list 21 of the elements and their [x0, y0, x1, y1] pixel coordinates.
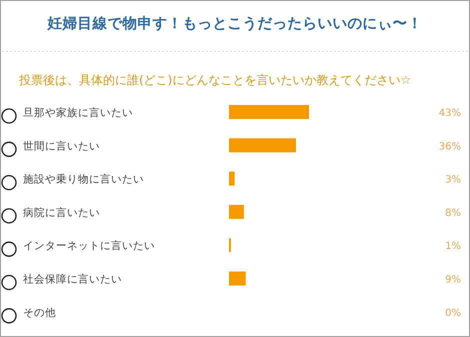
- y-tick-label: 社会保障に言いたい: [23, 272, 122, 286]
- bar: [229, 172, 235, 186]
- data-label: 1%: [445, 241, 461, 252]
- bar: [229, 204, 244, 219]
- data-label: 0%: [445, 308, 461, 319]
- data-label: 43%: [438, 108, 461, 119]
- y-tick-label: 施設や乗り物に言いたい: [23, 172, 144, 186]
- y-tick-label: インターネットに言いたい: [23, 239, 155, 252]
- data-label: 9%: [445, 274, 461, 286]
- bar: [229, 138, 296, 152]
- data-label: 3%: [445, 174, 461, 186]
- bar: [229, 272, 246, 286]
- data-label: 36%: [438, 141, 461, 152]
- y-tick-label: 世間に言いたい: [23, 139, 100, 152]
- y-tick-label: 旦那や家族に言いたい: [23, 106, 133, 119]
- chart-subtitle: 投票後は、具体的に誰(どこ)にどんなことを言いたいか教えてください☆: [18, 73, 412, 87]
- bar: [229, 105, 309, 119]
- y-tick-label: その他: [23, 306, 56, 319]
- data-label: 8%: [445, 208, 461, 219]
- y-tick-label: 病院に言いたい: [23, 206, 100, 219]
- chart-title: 妊婦目線で物申す！もっとこうだったらいいのにぃ〜！: [46, 15, 422, 32]
